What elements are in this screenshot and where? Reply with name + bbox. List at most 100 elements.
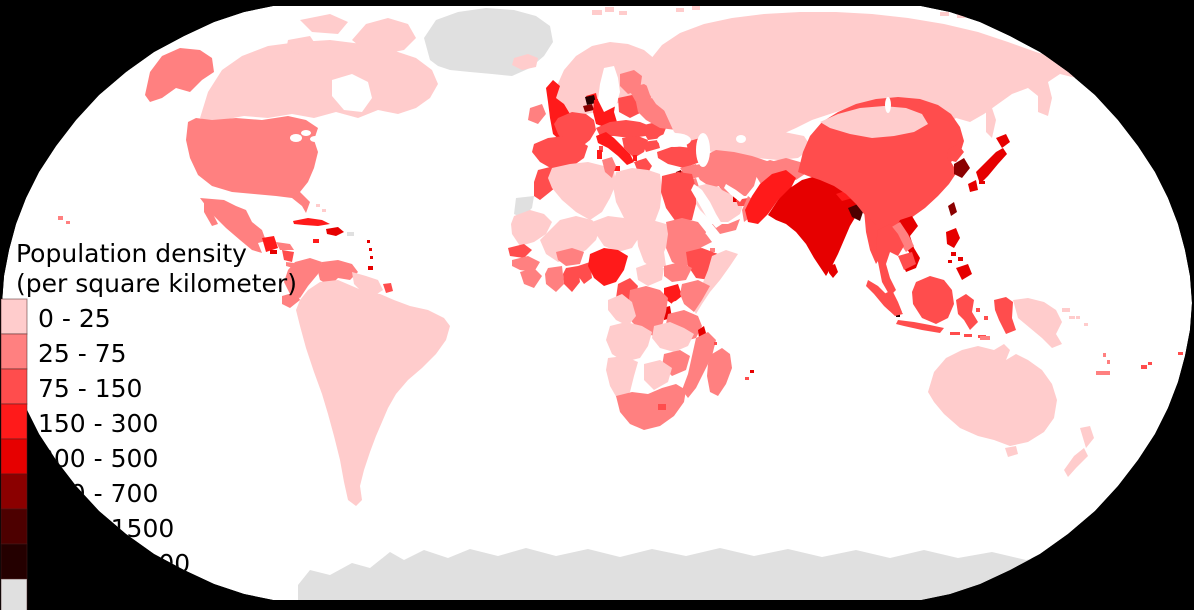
island — [58, 216, 63, 220]
legend-swatch-150-300 — [0, 403, 28, 440]
legend-swatch-1500-3000 — [0, 543, 28, 580]
region-togo-benin — [578, 262, 592, 284]
maluku — [984, 316, 988, 320]
corsica — [599, 146, 603, 152]
maluku — [976, 308, 980, 312]
legend-label-25-75: 25 - 75 — [38, 339, 127, 368]
region-colombia — [284, 258, 322, 298]
shikoku — [979, 181, 985, 184]
mindanao — [956, 264, 972, 280]
region-somalia — [692, 250, 738, 314]
island — [369, 248, 372, 251]
island — [1141, 365, 1147, 369]
region-western-sahara — [514, 196, 534, 218]
region-sierra-leone-liberia — [520, 268, 542, 288]
region-trinidad — [368, 266, 373, 270]
region-nicaragua — [282, 250, 294, 262]
legend-title-line-2: (per square kilometer) — [16, 269, 297, 298]
region-niger — [592, 216, 640, 252]
region-egypt — [661, 172, 696, 222]
legend-swatch-0-25 — [0, 298, 28, 335]
island — [316, 204, 320, 207]
region-qatar — [733, 196, 737, 202]
region-ivory-coast — [545, 266, 564, 292]
island — [352, 18, 416, 54]
region-zambia — [652, 322, 694, 352]
region-malaysia-borneo — [912, 276, 954, 324]
island — [957, 14, 965, 18]
region-hispaniola — [326, 227, 344, 236]
region-eritrea — [692, 234, 712, 248]
region-puerto-rico — [347, 232, 354, 236]
legend-swatches — [0, 298, 28, 610]
region-papua-new-guinea — [1013, 298, 1075, 348]
region-netherlands — [585, 95, 596, 105]
region-uganda — [664, 284, 682, 304]
region-chad — [636, 220, 670, 270]
lakes-layer — [290, 66, 891, 311]
region-central-europe — [596, 120, 650, 138]
lake-victoria — [671, 301, 681, 311]
hokkaido — [996, 134, 1010, 148]
kyushu — [968, 180, 978, 192]
island — [322, 209, 326, 212]
region-iberia — [532, 136, 588, 170]
region-south-africa — [616, 384, 686, 430]
aral-sea — [736, 135, 746, 143]
region-nigeria — [588, 248, 628, 286]
region-bahamas — [316, 204, 326, 212]
visayas — [951, 252, 956, 256]
sardinia — [597, 150, 602, 159]
mainland — [1013, 298, 1062, 348]
region-philippines — [946, 228, 972, 280]
great-lake — [301, 130, 311, 136]
region-algeria — [548, 162, 616, 220]
region-mauritania — [511, 210, 552, 246]
region-comoros — [714, 342, 717, 345]
region-guyana-suriname — [352, 272, 383, 296]
region-guinea — [512, 256, 540, 272]
region-hawaii — [58, 216, 70, 224]
region-north-korea — [947, 144, 964, 162]
honshu — [976, 148, 1007, 184]
landmass-layer — [58, 6, 1183, 600]
region-bulgaria — [642, 140, 660, 152]
region-central-african-republic — [636, 262, 664, 286]
java — [896, 320, 944, 333]
region-el-salvador — [270, 250, 277, 254]
island — [676, 8, 684, 12]
region-new-caledonia — [1096, 371, 1110, 375]
great-lake — [310, 136, 320, 142]
island — [1076, 316, 1080, 319]
region-belgium — [583, 104, 594, 112]
region-fiji — [1141, 352, 1183, 369]
sulawesi — [956, 294, 978, 330]
region-iceland — [512, 54, 538, 70]
region-lesser-antilles — [367, 240, 373, 259]
mainland — [644, 12, 1088, 148]
island — [619, 11, 627, 15]
region-yemen — [712, 219, 740, 234]
hudson-bay — [332, 74, 372, 112]
region-belarus — [628, 84, 654, 102]
boot — [596, 132, 634, 165]
region-madagascar — [707, 348, 732, 396]
legend-label-0-25: 0 - 25 — [38, 304, 111, 333]
island — [367, 240, 370, 243]
island — [370, 256, 373, 259]
visayas — [948, 260, 952, 263]
region-drc — [628, 286, 668, 336]
region-alaska — [145, 48, 214, 102]
west-papua — [994, 297, 1016, 334]
region-lesotho — [658, 404, 666, 410]
region-russia — [644, 12, 1088, 148]
legend-title-line-1: Population density — [16, 239, 247, 268]
region-taiwan — [948, 202, 957, 216]
region-botswana — [644, 360, 672, 390]
island — [605, 7, 614, 12]
region-thailand — [876, 224, 904, 296]
island — [1103, 353, 1106, 357]
region-canada — [200, 40, 438, 122]
region-burkina-faso — [556, 248, 584, 266]
